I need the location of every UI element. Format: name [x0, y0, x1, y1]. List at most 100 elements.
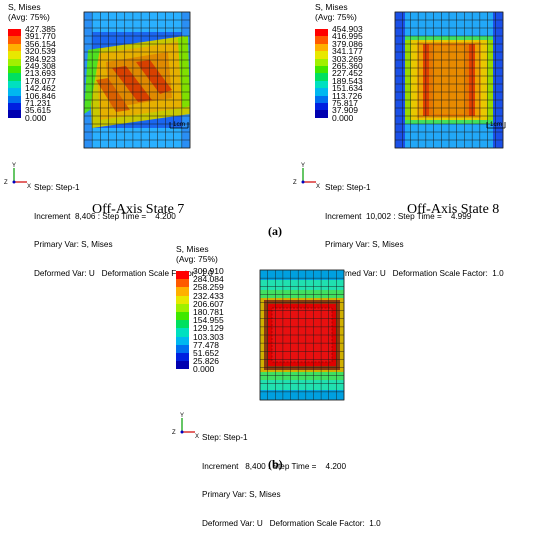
legend-value: 35.615 — [25, 105, 51, 116]
scale-bar: 1cm — [486, 121, 506, 129]
legend-value: 178.077 — [25, 75, 56, 86]
legend-color-swatch — [8, 66, 21, 74]
legend-value: 309.910 — [193, 266, 224, 276]
legend-value: 427.385 — [25, 24, 56, 34]
fe-mesh-contour-plot — [394, 11, 504, 149]
axis-label-y: Y — [12, 163, 16, 169]
scale-bar-label: 1cm — [490, 121, 502, 128]
caption-state7: Off-Axis State 7 — [92, 202, 185, 217]
panel-label-a: (a) — [268, 224, 282, 238]
axis-label-z: Z — [4, 180, 8, 186]
scale-bar-label: 1cm — [173, 121, 185, 128]
legend-value: 113.726 — [332, 90, 363, 101]
scale-bar: 1cm — [169, 121, 189, 129]
legend-value: 206.607 — [193, 298, 224, 309]
legend-color-swatch — [176, 279, 189, 288]
axis-label-z: Z — [172, 430, 176, 436]
legend-color-swatch — [8, 88, 21, 96]
legend-color-swatch — [315, 36, 328, 44]
legend-value: 189.543 — [332, 75, 363, 86]
legend-value: 154.955 — [193, 315, 224, 326]
legend-color-swatch — [315, 43, 328, 52]
legend-value: 0.000 — [25, 112, 47, 123]
axis-triad: Y X Z — [4, 163, 31, 190]
axis-label-x: X — [316, 184, 320, 190]
legend-title: S, Mises (Avg: 75%) — [176, 244, 218, 264]
legend-color-swatch — [176, 344, 189, 353]
axis-label-y: Y — [180, 413, 184, 419]
legend-color-swatch — [315, 103, 328, 111]
legend-value: 0.000 — [193, 364, 215, 375]
legend-value: 106.846 — [25, 90, 56, 101]
legend-value: 356.154 — [25, 38, 56, 49]
step-info: Step: Step-1 Increment 8,406 : Step Time… — [34, 183, 213, 278]
legend-color-swatch — [176, 271, 189, 280]
legend-value: 416.995 — [332, 31, 363, 42]
legend-value: 75.817 — [332, 98, 358, 108]
legend-color-swatch — [8, 43, 21, 52]
legend-value: 249.308 — [25, 61, 56, 71]
panel-state7: S, Mises (Avg: 75%) 427.385 391.770 356.15… — [0, 0, 270, 278]
legend-value: 284.923 — [25, 53, 56, 64]
legend-color-swatch — [8, 80, 21, 89]
legend-color-swatch — [315, 58, 328, 66]
legend-color-swatch — [315, 66, 328, 74]
legend-value: 0.000 — [332, 112, 354, 123]
fe-mesh-contour-plot — [83, 11, 191, 149]
legend-color-swatch — [8, 103, 21, 111]
axis-label-y: Y — [301, 163, 305, 169]
legend-title: S, Mises (Avg: 75%) — [8, 2, 50, 22]
legend-value: 391.770 — [25, 31, 56, 42]
legend-color-swatch — [176, 303, 189, 312]
legend-color-swatch — [176, 336, 189, 345]
legend-color-swatch — [8, 51, 21, 59]
legend-color-swatch — [315, 73, 328, 81]
legend-color-swatch — [8, 58, 21, 66]
caption-state8: Off-Axis State 8 — [407, 202, 500, 217]
legend-color-swatch — [176, 361, 189, 370]
legend-value: 320.539 — [25, 46, 56, 57]
axis-label-x: X — [195, 434, 199, 440]
legend-color-swatch — [8, 95, 21, 103]
fe-mesh-contour-plot — [259, 269, 345, 401]
legend-color-swatch — [8, 73, 21, 81]
legend-color-swatch — [176, 287, 189, 296]
legend-value: 180.781 — [193, 307, 224, 317]
legend-color-swatch — [315, 51, 328, 59]
axis-label-z: Z — [293, 180, 297, 186]
legend-value: 71.231 — [25, 98, 51, 108]
legend-value: 265.360 — [332, 61, 363, 71]
legend-value: 213.693 — [25, 68, 56, 79]
legend-color-swatch — [315, 29, 328, 37]
legend-value: 232.433 — [193, 290, 224, 301]
legend-color-swatch — [176, 320, 189, 329]
legend-value: 379.086 — [332, 38, 363, 49]
axis-triad: Y X Z — [293, 163, 320, 190]
legend-value: 227.452 — [332, 68, 363, 79]
legend-value: 77.478 — [193, 339, 219, 350]
legend-color-swatch — [315, 88, 328, 96]
legend-value: 258.259 — [193, 282, 224, 293]
legend-color-swatch — [176, 295, 189, 304]
legend-value: 341.177 — [332, 46, 363, 57]
panel-b: S, Mises (Avg: 75%) 309.910 284.084 258.25… — [160, 242, 420, 528]
legend-color-swatch — [176, 312, 189, 321]
legend-color-swatch — [176, 328, 189, 337]
axis-triad: Y X Z — [172, 413, 199, 440]
legend-value: 151.634 — [332, 83, 363, 94]
legend-color-swatch — [315, 110, 328, 118]
panel-state8: S, Mises (Avg: 75%) 454.903 416.995 379.08… — [275, 0, 550, 278]
legend-color-swatch — [8, 29, 21, 37]
legend-value: 142.462 — [25, 83, 56, 94]
legend-value: 51.652 — [193, 348, 219, 358]
legend-color-bar: 454.903 416.995 379.086 341.177 303.269 265.3… — [315, 24, 375, 123]
legend-value: 303.269 — [332, 53, 363, 64]
legend-value: 37.909 — [332, 105, 358, 116]
legend-value: 103.303 — [193, 331, 224, 342]
legend-color-bar: 427.385 391.770 356.154 320.539 284.923 249.3… — [8, 24, 68, 123]
legend-value: 284.084 — [193, 274, 224, 285]
panel-label-b: (b) — [268, 457, 283, 471]
legend-color-swatch — [8, 110, 21, 118]
legend-color-bar: 309.910 284.084 258.259 232.433 206.607 180.7… — [176, 266, 236, 375]
legend-color-swatch — [8, 36, 21, 44]
